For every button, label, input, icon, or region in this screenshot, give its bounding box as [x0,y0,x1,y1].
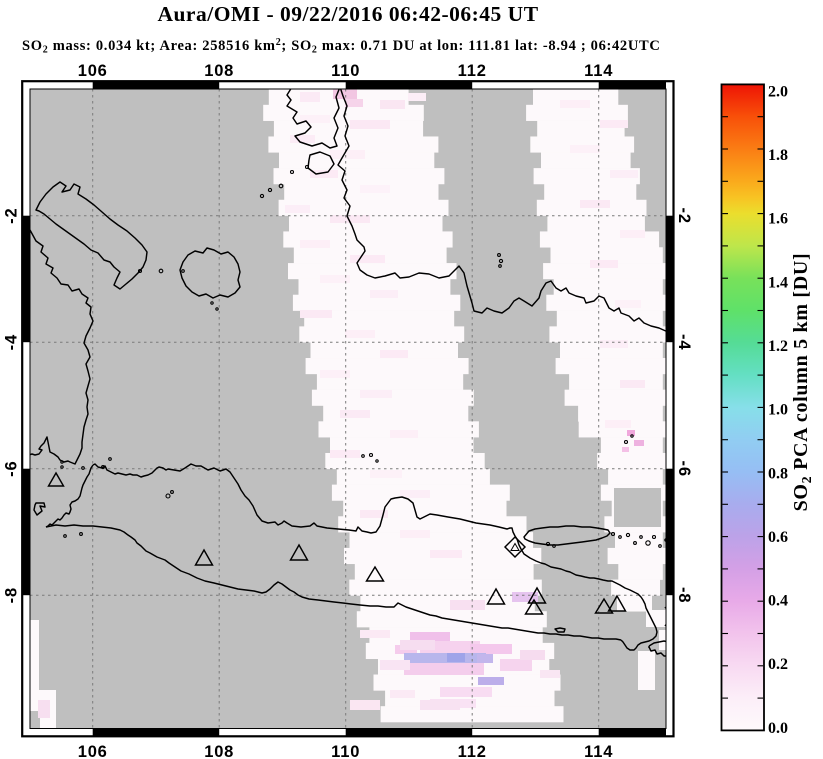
svg-text:1.0: 1.0 [768,402,788,419]
svg-text:0.6: 0.6 [768,529,788,546]
svg-text:1.4: 1.4 [768,274,788,291]
svg-text:106: 106 [78,62,108,80]
svg-text:1.6: 1.6 [768,211,788,228]
svg-text:2.0: 2.0 [768,83,788,100]
svg-text:-6: -6 [675,461,693,477]
svg-text:-4: -4 [3,334,21,350]
svg-text:0.0: 0.0 [768,720,788,737]
svg-text:SO2 mass: 0.034 kt; Area: 2585: SO2 mass: 0.034 kt; Area: 258516 km2; SO… [22,37,661,56]
svg-text:0.2: 0.2 [768,656,788,673]
svg-text:-2: -2 [3,208,21,224]
svg-text:1.8: 1.8 [768,147,788,164]
svg-text:106: 106 [78,743,108,759]
svg-text:0.8: 0.8 [768,465,788,482]
svg-text:-4: -4 [675,334,693,350]
svg-text:108: 108 [204,62,234,80]
svg-text:112: 112 [458,743,487,759]
svg-text:Aura/OMI - 09/22/2016 06:42-06: Aura/OMI - 09/22/2016 06:42-06:45 UT [157,2,538,26]
svg-text:0.4: 0.4 [768,593,788,610]
svg-text:1.2: 1.2 [768,338,788,355]
svg-text:114: 114 [584,743,613,759]
svg-text:108: 108 [204,743,234,759]
svg-text:-2: -2 [675,208,693,224]
svg-text:SO2 PCA column 5 km [DU]: SO2 PCA column 5 km [DU] [790,253,815,512]
svg-text:110: 110 [331,62,360,80]
svg-text:-8: -8 [675,587,693,603]
svg-text:114: 114 [584,62,613,80]
svg-text:110: 110 [331,743,360,759]
svg-text:112: 112 [458,62,487,80]
svg-text:-8: -8 [3,587,21,603]
svg-text:-6: -6 [3,461,21,477]
